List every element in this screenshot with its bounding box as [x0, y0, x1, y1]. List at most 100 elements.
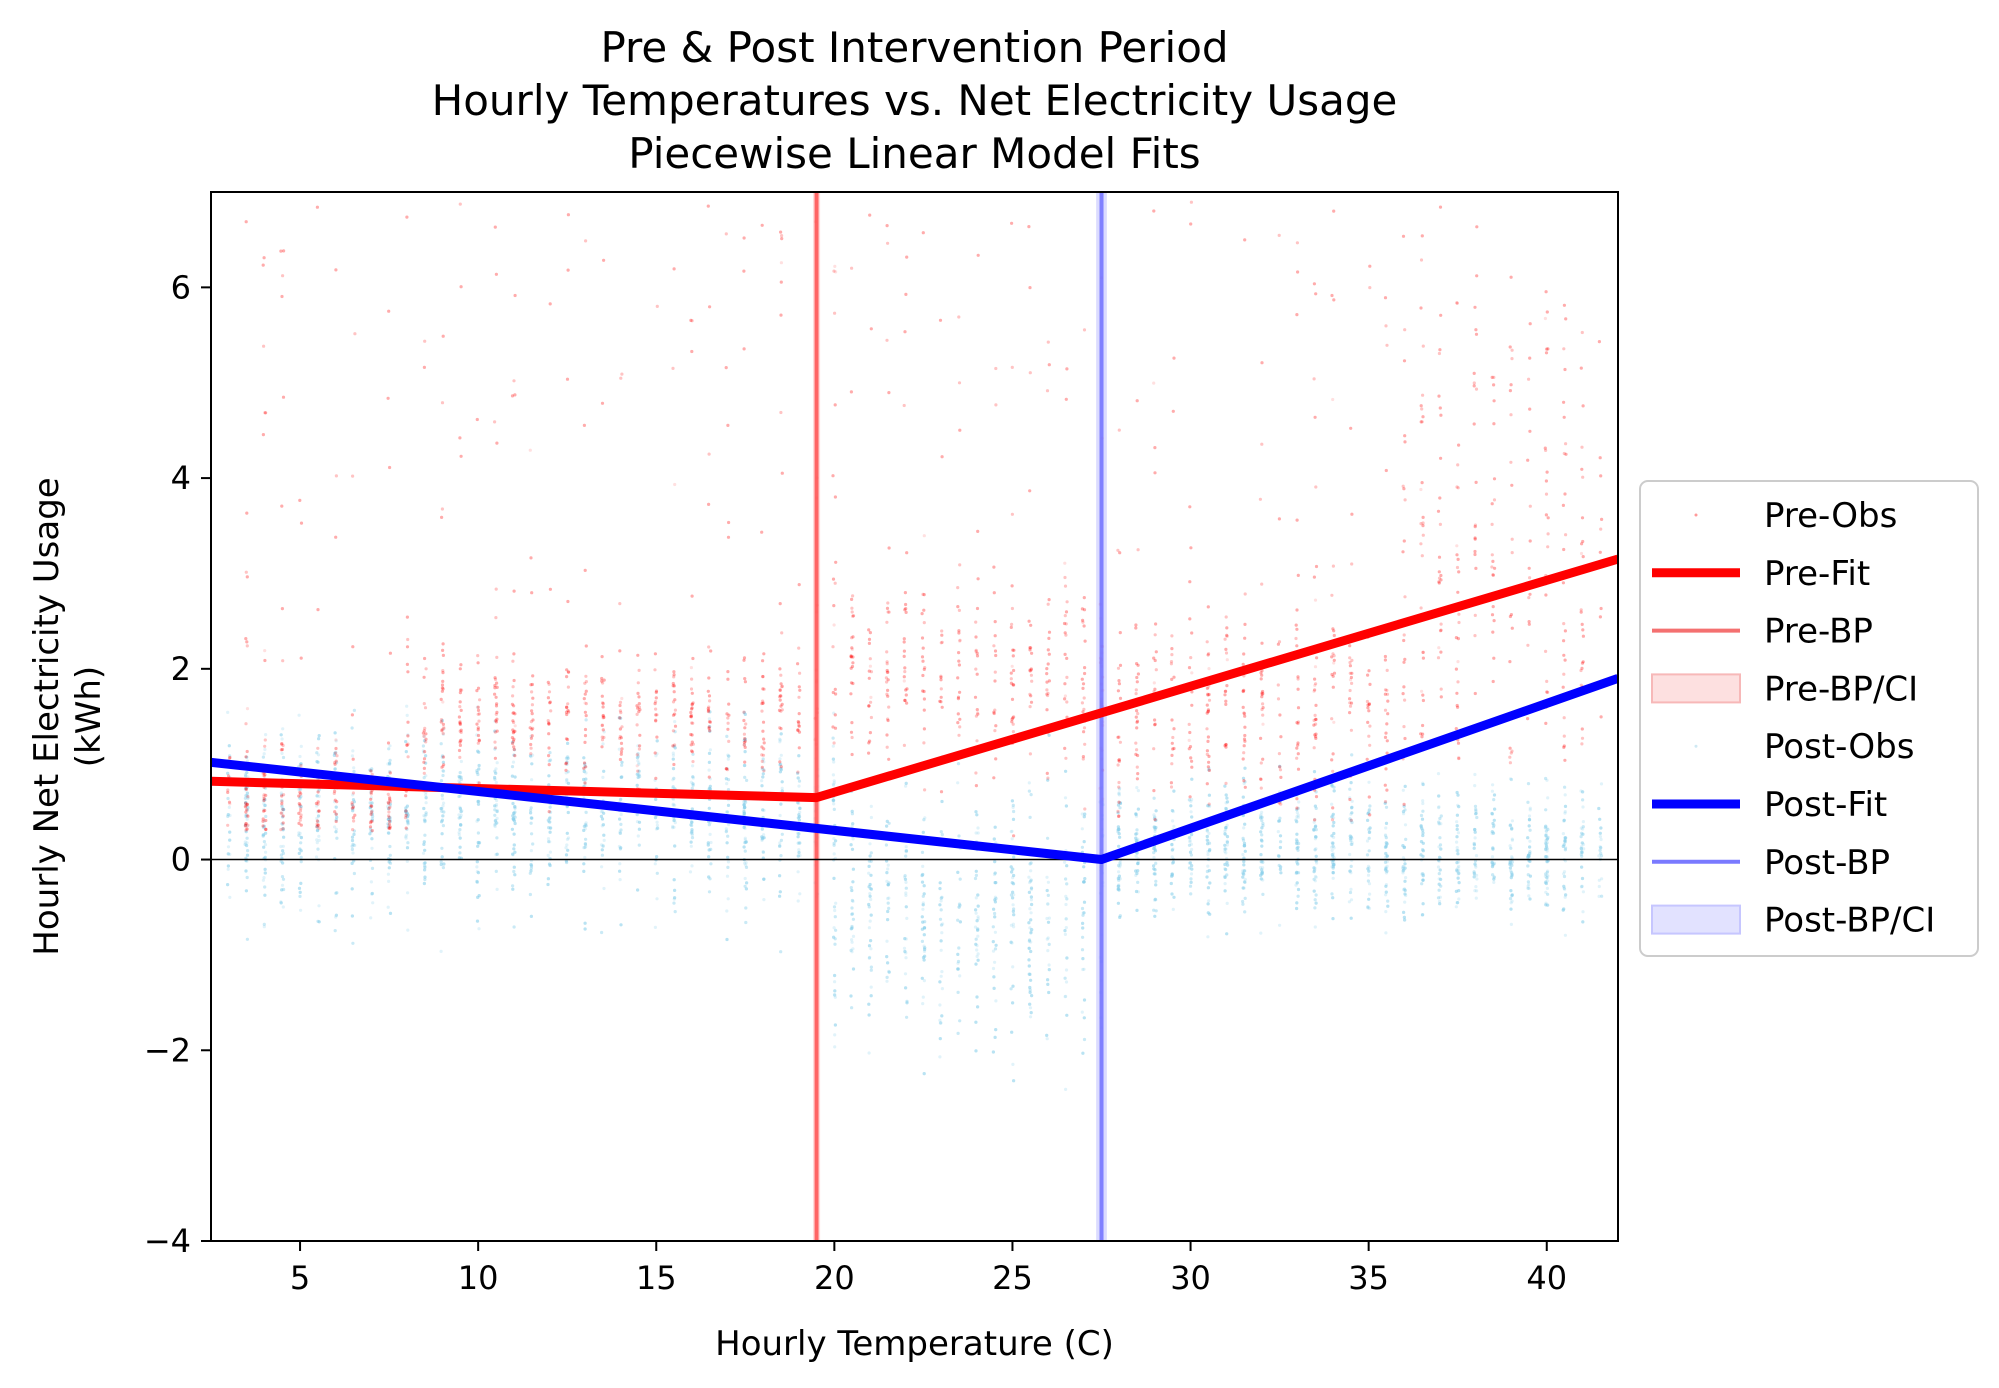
post-obs-point	[245, 836, 249, 840]
post-obs-point	[1009, 987, 1013, 991]
post-obs-point	[584, 810, 588, 814]
post-obs-point	[1011, 803, 1015, 808]
post-obs-point	[1116, 876, 1120, 881]
post-obs-point	[582, 828, 586, 833]
post-obs-point	[1189, 880, 1193, 885]
post-obs-point	[902, 946, 907, 950]
post-obs-point	[1404, 893, 1408, 898]
post-obs-point	[743, 805, 747, 809]
post-obs-point	[831, 799, 835, 803]
post-obs-point	[405, 713, 409, 718]
post-obs-point	[386, 801, 390, 805]
post-obs-point	[921, 903, 925, 907]
post-obs-point	[1258, 814, 1263, 818]
post-obs-point	[1313, 898, 1317, 902]
post-obs-point	[653, 778, 657, 782]
post-obs-point	[745, 778, 749, 783]
post-obs-point	[458, 815, 463, 819]
post-obs-point	[1225, 823, 1229, 827]
post-obs-point	[671, 803, 675, 807]
post-obs-point	[975, 919, 979, 923]
post-obs-point	[263, 871, 267, 875]
post-obs-point	[920, 880, 925, 884]
post-obs-point	[422, 840, 426, 844]
post-obs-point	[690, 832, 694, 836]
post-obs-point	[832, 807, 836, 812]
post-obs-point	[869, 873, 873, 877]
post-obs-point	[707, 848, 711, 852]
post-obs-point	[1598, 835, 1602, 839]
post-obs-point	[904, 886, 908, 890]
post-obs-point	[707, 890, 712, 894]
post-obs-point	[475, 705, 479, 709]
post-obs-point	[1332, 856, 1336, 860]
post-obs-point	[1208, 881, 1212, 885]
post-obs-point	[228, 813, 232, 818]
post-obs-point	[1420, 872, 1424, 876]
post-obs-point	[938, 903, 942, 907]
post-obs-point	[1225, 800, 1230, 804]
post-obs-point	[993, 1035, 997, 1039]
post-obs-point	[1493, 807, 1497, 811]
post-obs-point	[1456, 848, 1460, 853]
post-obs-point	[672, 825, 676, 829]
post-obs-point	[904, 937, 908, 941]
post-obs-point	[1348, 852, 1352, 857]
post-obs-point	[1206, 902, 1210, 906]
post-obs-point	[671, 786, 675, 790]
post-obs-point	[796, 831, 800, 835]
post-obs-point	[1456, 872, 1460, 876]
post-obs-point	[441, 804, 445, 808]
post-obs-point	[1313, 866, 1317, 870]
post-obs-point	[1456, 803, 1460, 807]
post-obs-point	[1510, 899, 1514, 903]
post-obs-point	[1543, 841, 1548, 845]
post-obs-point	[350, 754, 354, 758]
post-obs-point	[886, 909, 890, 914]
post-obs-point	[513, 805, 517, 809]
post-obs-point	[1367, 827, 1371, 831]
post-obs-point	[404, 740, 408, 744]
post-obs-point	[1474, 863, 1478, 868]
post-obs-point	[1544, 844, 1548, 848]
post-obs-point	[351, 749, 355, 753]
post-obs-point	[1170, 872, 1174, 876]
post-obs-point	[1028, 815, 1032, 820]
post-obs-point	[1367, 866, 1371, 870]
post-obs-point	[619, 828, 623, 832]
post-obs-point	[1508, 777, 1513, 781]
post-obs-point	[476, 802, 481, 806]
post-obs-point	[797, 850, 801, 855]
post-obs-point	[1508, 823, 1512, 827]
post-obs-point	[851, 867, 856, 871]
post-obs-point	[1117, 876, 1121, 881]
post-obs-point	[1064, 994, 1068, 999]
post-obs-point	[422, 735, 426, 739]
post-obs-point	[315, 804, 319, 808]
post-obs-point	[298, 847, 302, 851]
post-obs-point	[831, 798, 835, 802]
post-obs-point	[637, 761, 641, 765]
post-obs-point	[566, 836, 571, 840]
post-obs-point	[1295, 870, 1299, 874]
post-obs-point	[316, 847, 320, 851]
post-obs-point	[1011, 922, 1016, 926]
post-obs-point	[869, 887, 874, 891]
post-obs-point	[582, 862, 586, 866]
post-obs-point	[1546, 827, 1550, 832]
post-obs-point	[1384, 801, 1388, 805]
post-obs-point	[725, 782, 729, 786]
post-obs-point	[742, 806, 746, 811]
post-obs-point	[1169, 881, 1173, 886]
post-obs-point	[583, 827, 587, 831]
post-obs-point	[921, 1002, 925, 1006]
post-obs-point	[672, 818, 676, 823]
post-obs-point	[994, 1028, 998, 1032]
post-obs-point	[1065, 864, 1069, 868]
post-obs-point	[583, 780, 587, 784]
post-obs-point	[991, 925, 995, 929]
post-obs-point	[1134, 889, 1139, 894]
post-obs-point	[635, 813, 639, 817]
post-obs-point	[405, 704, 409, 708]
post-obs-point	[975, 813, 979, 817]
